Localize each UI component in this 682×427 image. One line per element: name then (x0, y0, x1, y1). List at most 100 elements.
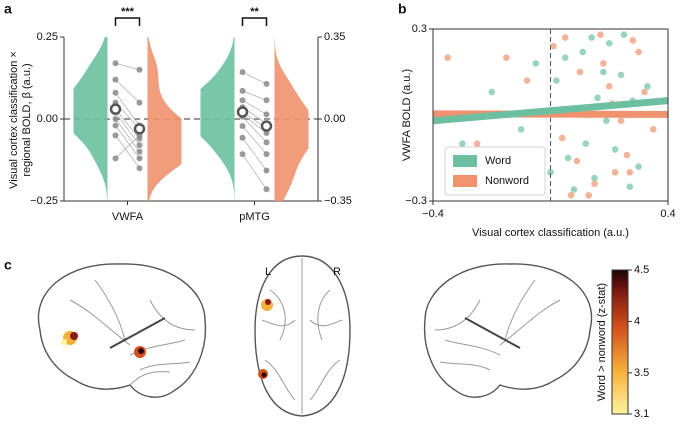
violin (200, 37, 235, 201)
scatter-point (576, 68, 584, 76)
brain-top: L R (254, 255, 351, 417)
pair-line (242, 153, 267, 190)
scatter-point (600, 60, 607, 67)
subject-point (263, 167, 270, 174)
pair-line (115, 125, 140, 159)
legend-label: Nonword (485, 175, 529, 187)
scatter-point (605, 83, 613, 90)
scatter-point (611, 169, 619, 176)
activation-blob (61, 331, 146, 358)
subject-point (136, 66, 143, 73)
scatter-point (629, 37, 637, 44)
legend-swatch (453, 155, 477, 167)
pair-line (115, 79, 140, 103)
subject-point (112, 76, 119, 83)
subject-point (263, 80, 270, 87)
subject-point (239, 97, 246, 104)
scatter-point (605, 40, 613, 47)
colorbar-tick-label: 4.5 (634, 264, 649, 276)
panel-label: b (398, 1, 407, 17)
legend-swatch (453, 175, 477, 187)
brain-right-lateral (423, 263, 593, 398)
scatter-point (626, 169, 634, 176)
subject-point (263, 186, 270, 193)
scatter-point (626, 183, 634, 190)
scatter-point (561, 54, 569, 61)
subject-point (136, 142, 143, 149)
scatter-point (650, 126, 657, 133)
subject-point (239, 69, 246, 76)
brain-left-lateral (37, 263, 207, 398)
subject-point (112, 89, 119, 96)
colorbar (611, 269, 629, 415)
subject-point (136, 99, 143, 106)
scatter-point (459, 140, 466, 147)
scatter-point (603, 117, 610, 125)
colorbar-label: Word > nonword (z-stat) (596, 283, 608, 401)
y-tick-label: 0.25 (37, 31, 58, 43)
subject-point (239, 151, 246, 158)
scatter-point (623, 151, 631, 159)
activation-blob (258, 299, 273, 379)
y-tick-label: −0.3 (405, 195, 427, 207)
y-axis-label: Visual cortex classification × (8, 51, 20, 189)
mean-marker (236, 106, 249, 118)
x-axis-label: Visual cortex classification (a.u.) (472, 227, 629, 239)
significance-bracket (114, 17, 141, 26)
pair-line (115, 108, 140, 139)
scatter-point (594, 94, 601, 102)
subject-point (263, 111, 270, 118)
y2-tick-label: −0.35 (324, 195, 352, 207)
subject-point (136, 155, 143, 162)
subject-point (263, 97, 270, 104)
scatter-point (591, 180, 598, 188)
pair-line (115, 112, 140, 146)
y2-tick-label: 0.35 (324, 31, 345, 43)
scatter-point (473, 140, 481, 147)
significance-label: *** (121, 6, 135, 18)
subject-point (136, 148, 143, 155)
scatter-point (588, 34, 595, 41)
pair-line (242, 71, 267, 85)
x-tick-label: −0.4 (422, 208, 444, 220)
pair-line (242, 116, 267, 143)
subject-point (239, 134, 246, 141)
subject-point (112, 116, 119, 122)
colorbar-tick-label: 3.5 (634, 367, 649, 379)
scatter-point (558, 134, 566, 142)
colorbar-tick-label: 4 (634, 315, 640, 327)
x-tick-label: pMTG (239, 211, 270, 223)
subject-point (239, 123, 246, 130)
subject-point (112, 132, 119, 139)
scatter-point (567, 191, 575, 199)
scatter-point (553, 77, 560, 84)
scatter-point (591, 174, 598, 182)
plot-frame (432, 28, 669, 202)
mean-marker (260, 120, 273, 132)
scatter-point (644, 83, 651, 90)
mean-marker (133, 123, 146, 135)
subject-point (112, 122, 119, 129)
pair-line (242, 137, 267, 171)
significance-label: ** (250, 6, 259, 18)
y-axis-label: regional BOLD, β (a.u.) (21, 63, 33, 176)
y2-tick-label: 0.00 (324, 113, 345, 125)
scatter-point (620, 31, 628, 39)
scatter-point (488, 88, 496, 96)
scatter-point (517, 126, 525, 133)
subject-point (136, 165, 143, 172)
scatter-point (635, 163, 642, 170)
significance-bracket (241, 17, 268, 26)
scatter-point (503, 54, 510, 61)
panel-label: c (4, 257, 12, 273)
scatter-point (570, 186, 578, 193)
scatter-point (617, 71, 625, 79)
y-tick-label: 0.3 (412, 23, 427, 35)
scatter-point (532, 60, 540, 67)
scatter-point (641, 88, 648, 96)
pair-line (242, 90, 267, 101)
y-tick-label: −0.25 (30, 195, 58, 207)
x-tick-label: VWFA (112, 211, 144, 223)
pair-line (242, 125, 267, 155)
